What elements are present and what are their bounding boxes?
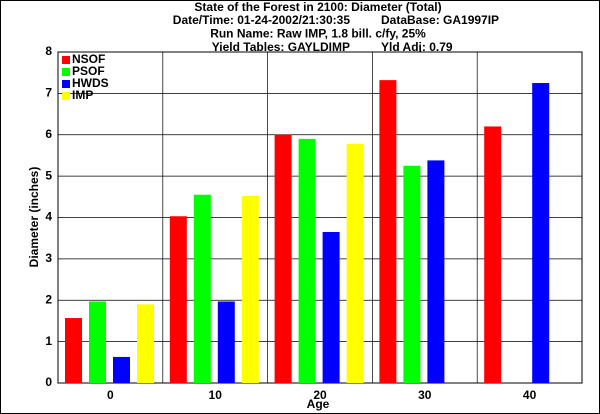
bar (113, 356, 130, 383)
bar (379, 80, 397, 383)
y-tick-label: 0 (45, 375, 52, 389)
bar (322, 231, 340, 383)
y-tick-label: 1 (45, 334, 52, 348)
legend-swatch (62, 80, 70, 88)
x-tick-label: 20 (313, 388, 327, 402)
subtitle: Yld Adj: 0.79 (381, 40, 453, 54)
bar (65, 318, 82, 383)
y-axis-label: Diameter (inches) (27, 167, 41, 268)
bar (346, 143, 364, 383)
x-tick-label: 40 (523, 388, 537, 402)
bar (193, 194, 211, 383)
bar (89, 301, 106, 383)
legend-swatch (62, 56, 70, 64)
bar (427, 160, 445, 383)
subtitle: Date/Time: 01-24-2002/21:30:35 (173, 13, 351, 27)
bar (484, 126, 502, 383)
bar (298, 138, 316, 383)
bar (169, 216, 187, 383)
legend-swatch (62, 68, 70, 76)
x-tick-label: 10 (209, 388, 223, 402)
x-tick-label: 30 (418, 388, 432, 402)
subtitle: Yield Tables: GAYLDIMP (212, 40, 350, 54)
legend-swatch (62, 92, 70, 100)
legend-label: PSOF (72, 64, 105, 78)
bar (217, 301, 235, 383)
bar (532, 83, 550, 383)
x-axis-label: Age (307, 397, 330, 411)
y-tick-label: 8 (45, 44, 52, 58)
subtitle: Run Name: Raw IMP, 1.8 bill. c/fy, 25% (210, 27, 426, 41)
bar (274, 134, 292, 383)
y-tick-label: 6 (45, 127, 52, 141)
legend-label: NSOF (72, 52, 105, 66)
y-tick-label: 2 (45, 292, 52, 306)
legend-label: IMP (72, 88, 93, 102)
y-tick-label: 7 (45, 86, 52, 100)
x-tick-label: 0 (107, 388, 114, 402)
chart-title: State of the Forest in 2100: Diameter (T… (194, 0, 441, 14)
bar (241, 195, 259, 383)
y-tick-label: 4 (45, 210, 52, 224)
bar (137, 304, 154, 383)
y-tick-label: 3 (45, 251, 52, 265)
legend-label: HWDS (72, 76, 109, 90)
subtitle: DataBase: GA1997IP (381, 13, 499, 27)
bar (403, 165, 421, 383)
y-tick-label: 5 (45, 168, 52, 182)
